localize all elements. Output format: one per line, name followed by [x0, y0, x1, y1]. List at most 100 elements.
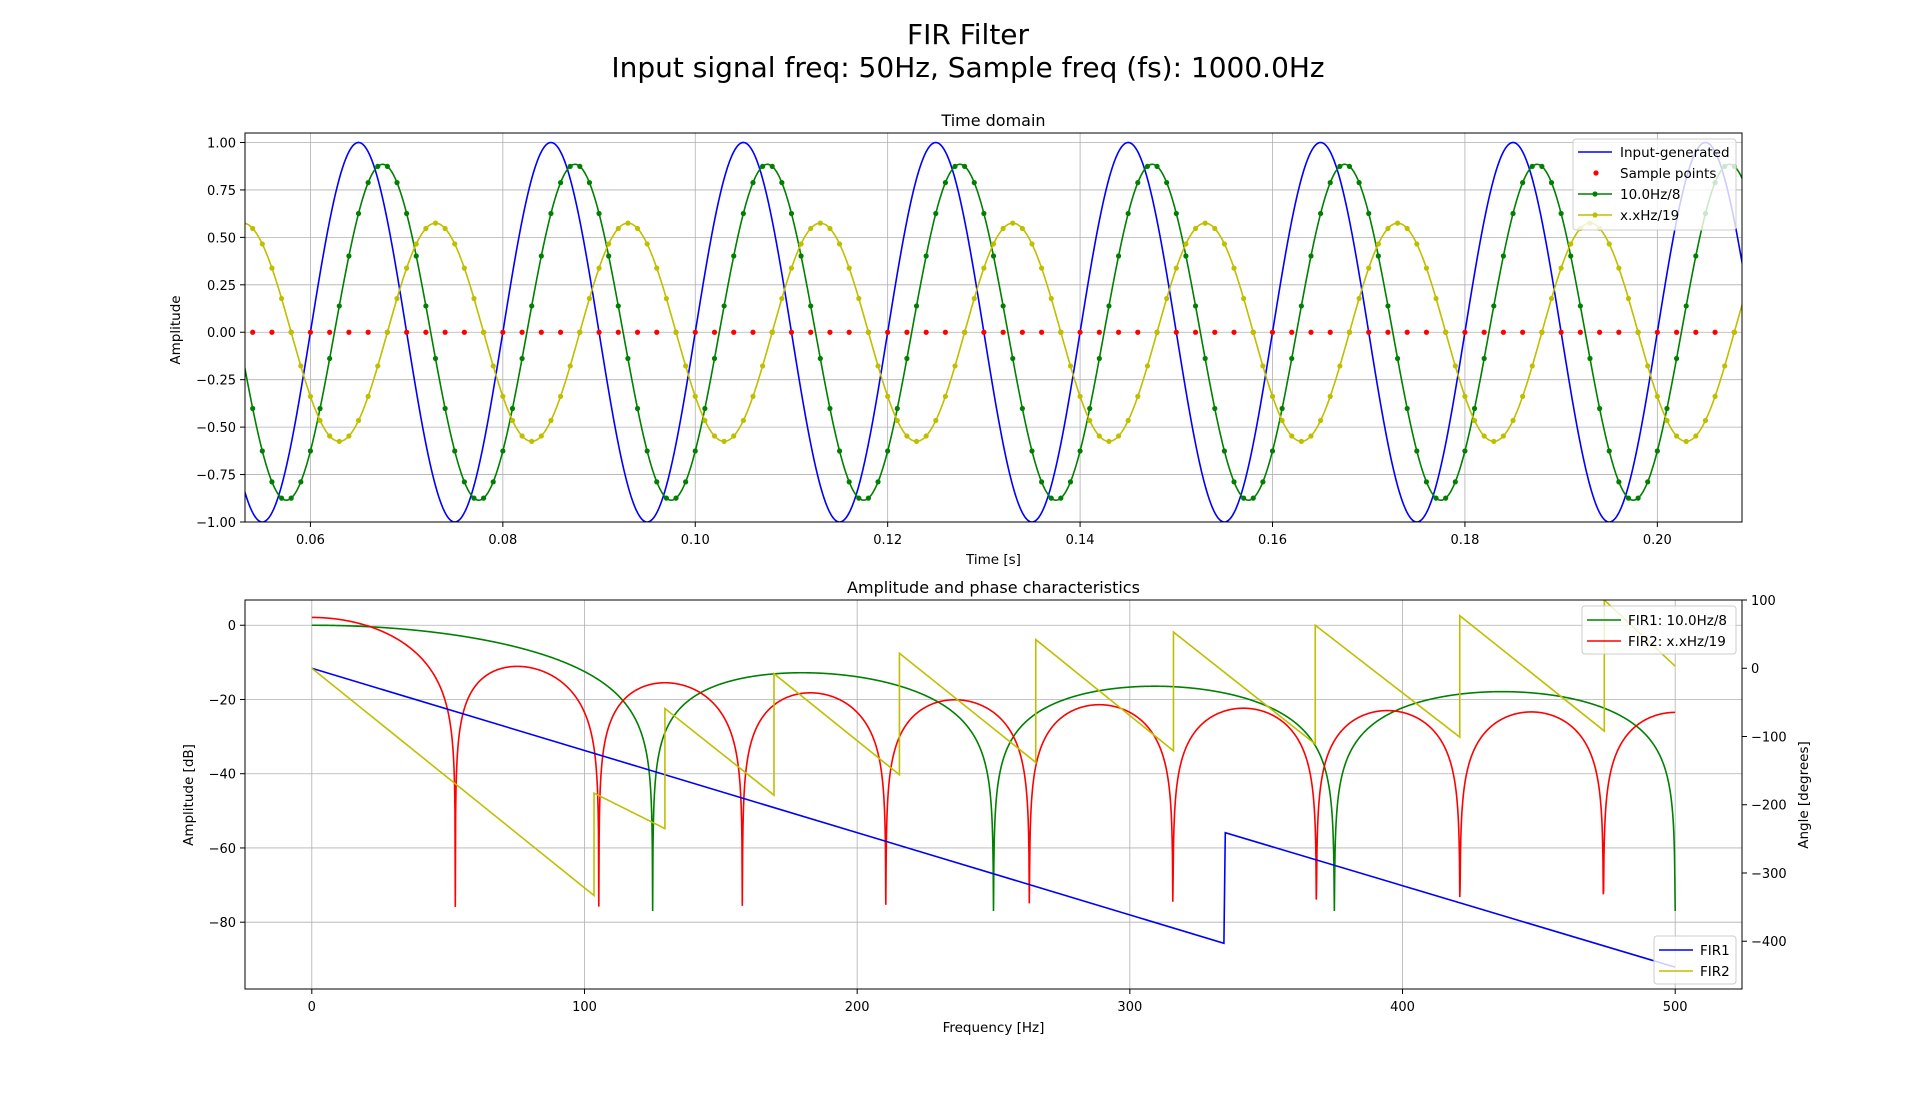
series-marker [1039, 265, 1045, 271]
frequency-response-plot: Amplitude and phase characteristics Freq… [181, 578, 1812, 1036]
series-marker [317, 417, 323, 424]
series-marker [1135, 393, 1141, 399]
series-marker [500, 393, 506, 399]
sample-point [711, 329, 718, 335]
series-marker [865, 495, 872, 501]
sample-point [1019, 329, 1025, 335]
y-tick-label: 0 [228, 619, 236, 634]
series-marker [625, 355, 631, 362]
series-marker [1462, 448, 1468, 454]
y2-tick-label: −300 [1751, 867, 1787, 882]
series-marker [1000, 225, 1006, 232]
series-marker [355, 417, 362, 424]
sample-point [1231, 329, 1237, 335]
series-marker [644, 448, 650, 454]
y-tick-label: 0.25 [207, 279, 236, 294]
series-marker [423, 225, 429, 232]
frequency-response-frame [244, 599, 1743, 990]
sample-point [596, 329, 602, 335]
y2-tick-label: −400 [1751, 935, 1787, 950]
series-marker [250, 225, 256, 232]
series-marker [788, 210, 795, 217]
series-marker [1606, 448, 1612, 454]
series-marker [817, 355, 823, 362]
series-marker [827, 225, 833, 232]
series-marker [1366, 210, 1372, 217]
series-marker [625, 220, 631, 226]
series-marker [1279, 417, 1285, 424]
sample-point [1654, 329, 1660, 335]
legend-label: FIR1 [1700, 943, 1730, 959]
series-marker [384, 163, 390, 169]
series-marker [365, 180, 371, 186]
legend-box [1572, 138, 1737, 231]
sample-point [615, 329, 621, 335]
x-tick-label: 300 [1117, 1000, 1142, 1015]
series-marker [1212, 405, 1218, 412]
series-marker [307, 448, 314, 454]
series-marker [1500, 253, 1507, 259]
fir1-output-line-markers [250, 163, 1737, 501]
series-marker [654, 479, 660, 485]
sample-point [1173, 329, 1179, 335]
x-tick-label: 500 [1663, 1000, 1688, 1015]
series-marker [1558, 265, 1564, 271]
series-marker [885, 448, 891, 454]
series-marker [1433, 495, 1439, 501]
series-marker [1192, 303, 1199, 309]
series-marker [596, 265, 602, 271]
fir2-phase-line [311, 600, 1676, 898]
series-marker [1077, 393, 1083, 399]
series-marker [1058, 329, 1064, 335]
series-marker [663, 295, 669, 302]
y-tick-label: −40 [209, 768, 236, 783]
series-marker [432, 220, 439, 226]
series-marker [1173, 265, 1179, 271]
series-marker [606, 253, 612, 259]
sample-point [1000, 329, 1006, 335]
sample-point [538, 329, 544, 335]
series-marker [1462, 393, 1468, 399]
x-tick-label: 0 [308, 1000, 316, 1015]
series-marker [904, 433, 910, 439]
series-marker [971, 295, 977, 302]
time-domain-title: Time domain [940, 111, 1045, 130]
series-marker [577, 329, 583, 335]
series-marker [1683, 438, 1689, 444]
series-marker [779, 295, 785, 302]
series-marker [962, 163, 968, 169]
series-marker [1115, 433, 1122, 439]
series-marker [1202, 220, 1208, 226]
x-tick-label: 0.10 [681, 533, 710, 548]
series-marker [760, 163, 766, 169]
series-marker [856, 495, 862, 501]
fir1-phase-line [311, 667, 1676, 968]
series-marker [1154, 163, 1160, 169]
series-marker [1693, 253, 1699, 259]
series-marker [1423, 265, 1430, 271]
y-tick-label: −20 [209, 693, 236, 708]
series-marker [1039, 479, 1045, 485]
series-marker [1183, 253, 1189, 259]
series-marker [731, 253, 737, 259]
series-marker [808, 225, 814, 232]
sample-point [461, 329, 467, 335]
series-marker [952, 163, 958, 169]
series-marker [1394, 355, 1401, 362]
series-marker [471, 495, 477, 501]
y-tick-label: −0.50 [196, 421, 236, 436]
series-marker [404, 210, 410, 217]
series-marker [1356, 295, 1362, 302]
series-marker [1673, 433, 1680, 439]
legend-marker [1592, 191, 1598, 197]
series-marker [327, 355, 333, 362]
series-marker [1067, 479, 1074, 485]
series-marker [798, 241, 804, 247]
series-marker [615, 225, 621, 232]
series-marker [1443, 495, 1449, 501]
legend-label: FIR2: x.xHz/19 [1628, 634, 1726, 650]
sample-point [1039, 329, 1045, 335]
series-marker [885, 393, 891, 399]
x-tick-label: 0.14 [1066, 533, 1095, 548]
series-marker [557, 393, 564, 399]
